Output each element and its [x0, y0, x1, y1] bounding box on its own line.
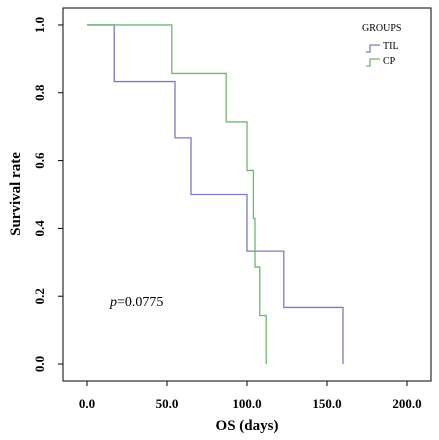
x-tick-label: 100.0	[232, 396, 261, 411]
y-tick-label: 0.0	[32, 356, 47, 372]
x-tick-label: 50.0	[156, 396, 179, 411]
legend-swatch-til	[366, 44, 380, 53]
legend-label-cp: CP	[383, 56, 396, 67]
y-axis: 0.0 0.2 0.4 0.6 0.8 1.0	[32, 17, 63, 372]
y-tick-label: 0.6	[32, 152, 47, 169]
y-axis-title: Survival rate	[8, 152, 24, 236]
legend-swatch-cp	[366, 58, 380, 67]
x-axis: 0.0 50.0 100.0 150.0 200.0	[79, 381, 422, 411]
y-tick-label: 0.8	[32, 84, 47, 101]
legend-label-til: TIL	[383, 41, 399, 52]
x-tick-label: 150.0	[312, 396, 341, 411]
x-tick-label: 0.0	[79, 396, 95, 411]
plot-area	[87, 24, 344, 365]
legend: GROUPS TIL CP	[362, 23, 401, 67]
series-line-cp	[87, 24, 267, 365]
y-tick-label: 0.2	[32, 288, 47, 304]
x-axis-title: OS (days)	[216, 418, 279, 434]
y-tick-label: 0.4	[32, 220, 47, 237]
x-tick-label: 200.0	[392, 396, 421, 411]
legend-title: GROUPS	[362, 23, 401, 34]
y-tick-label: 1.0	[32, 17, 47, 33]
p-value-annotation: p=0.0775	[109, 295, 163, 310]
series-line-til	[87, 24, 344, 365]
